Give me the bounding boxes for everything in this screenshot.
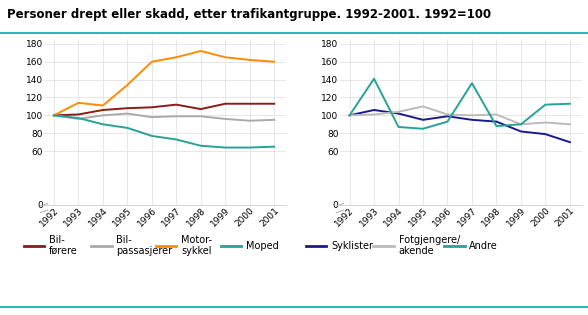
Text: Moped: Moped	[246, 241, 279, 251]
Text: Andre: Andre	[469, 241, 498, 251]
Text: Syklister: Syklister	[331, 241, 373, 251]
Text: Motor-
sykkel: Motor- sykkel	[181, 235, 212, 256]
Text: Fotgjengere/
akende: Fotgjengere/ akende	[399, 235, 460, 256]
Text: Bil-
passasjerer: Bil- passasjerer	[116, 235, 172, 256]
Text: Personer drept eller skadd, etter trafikantgruppe. 1992-2001. 1992=100: Personer drept eller skadd, etter trafik…	[7, 8, 491, 21]
Text: Bil-
førere: Bil- førere	[49, 235, 78, 256]
